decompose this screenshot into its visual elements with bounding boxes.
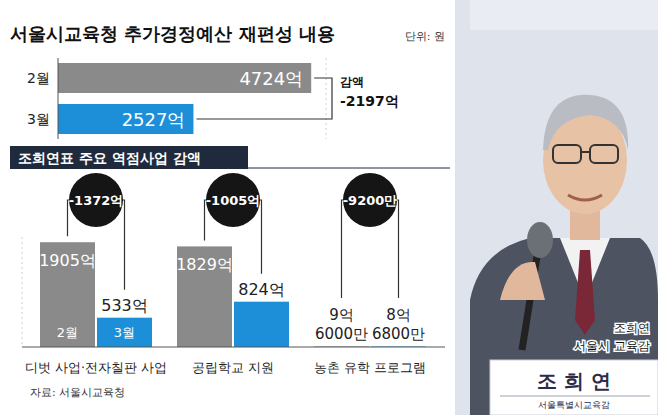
- category-label: 디벗 사업·전자칠판 사업: [25, 360, 167, 375]
- bar: [58, 104, 193, 134]
- glasses: [590, 145, 618, 163]
- bar: [40, 242, 95, 347]
- nameplate-rule: [500, 396, 650, 397]
- bracket: [196, 78, 332, 119]
- data-label: 8억6800만: [372, 306, 425, 343]
- nameplate-name: 조 희 연: [537, 369, 611, 393]
- bar: [58, 63, 311, 93]
- data-label: 1829억: [176, 255, 233, 274]
- backdrop: [470, 0, 658, 30]
- legend-label: 2월: [57, 325, 78, 340]
- hair: [543, 95, 628, 150]
- bars: [58, 63, 311, 134]
- change-value: -9200만: [343, 193, 398, 208]
- data-label: 9억6000만: [315, 306, 368, 343]
- source: 자료: 서울시교육청: [30, 386, 125, 399]
- data-label: 4724억: [239, 68, 303, 89]
- bar: [234, 302, 289, 347]
- legend-label: 3월: [114, 325, 135, 340]
- change-value: -2197억: [340, 93, 399, 109]
- data-label: 2527억: [122, 109, 186, 130]
- photo-caption: 서울시 교육감: [574, 339, 650, 353]
- mic: [527, 222, 553, 258]
- category-label: 농촌 유학 프로그램: [314, 360, 426, 375]
- bar: [177, 246, 232, 347]
- axis-line: [58, 58, 59, 139]
- title: 서울시교육청 추가경정예산 재편성 내용: [10, 23, 335, 44]
- bar: [97, 318, 152, 347]
- axis-line: [22, 347, 445, 348]
- change-value: -1372억: [69, 193, 124, 208]
- range-line: [22, 237, 23, 347]
- category-label: 2월: [27, 70, 50, 86]
- photo-caption: 조희연: [614, 321, 650, 335]
- section-title: 조희연표 주요 역점사업 감액: [18, 150, 201, 166]
- data-label: 1905억: [39, 251, 96, 270]
- change-value: -1005억: [206, 193, 261, 208]
- mouth: [568, 195, 602, 200]
- hand: [500, 262, 545, 300]
- category-label: 3월: [27, 111, 50, 127]
- section-header: [10, 146, 248, 169]
- glasses: [553, 145, 581, 163]
- change-badge: [69, 173, 123, 227]
- section-rule: [248, 168, 450, 169]
- bars: [40, 242, 426, 347]
- glasses: [581, 151, 590, 153]
- range-end: [326, 58, 327, 139]
- photo: 조희연서울시 교육감조 희 연서울특별시교육감: [455, 0, 658, 415]
- change-badge: [206, 173, 260, 227]
- nameplate: [490, 360, 658, 415]
- unit: 단위: 원: [405, 30, 445, 43]
- suit: [470, 238, 658, 415]
- canvas: 조희연서울시 교육감조 희 연서울특별시교육감 서울시교육청 추가경정예산 재편성…: [0, 0, 658, 415]
- photo-bg: [455, 0, 658, 415]
- change-badge: [343, 173, 397, 227]
- change-label: 감액: [340, 75, 364, 89]
- data-label: 824억: [238, 280, 285, 299]
- tie: [575, 250, 595, 335]
- data-label: 533억: [101, 296, 148, 315]
- nameplate-title: 서울특별시교육감: [538, 400, 610, 410]
- category-label: 공립학교 지원: [192, 360, 274, 375]
